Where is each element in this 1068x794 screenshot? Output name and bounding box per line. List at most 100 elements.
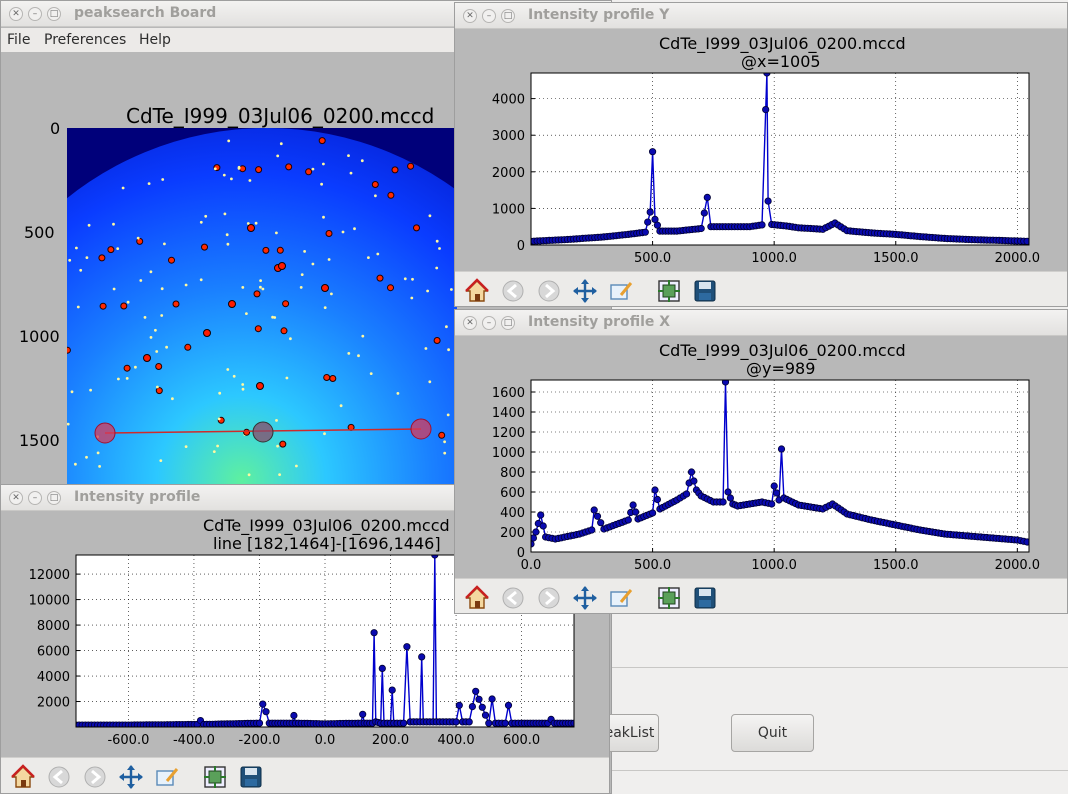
diffraction-spot bbox=[143, 354, 151, 362]
profile-window-title: Intensity profile bbox=[74, 489, 201, 505]
diffraction-spot bbox=[413, 224, 420, 232]
close-window-button[interactable]: ✕ bbox=[9, 7, 23, 21]
plot-frame bbox=[530, 379, 1030, 553]
plot-area bbox=[530, 72, 1030, 246]
diffraction-spot bbox=[271, 315, 274, 319]
line-start-handle[interactable] bbox=[94, 422, 116, 444]
profile-y-chart[interactable]: 500.0 1000.0 1500.0 2000.0 0 1000 2000 3000 4000 bbox=[455, 65, 1068, 270]
home-icon bbox=[463, 585, 491, 613]
close-window-button[interactable]: ✕ bbox=[463, 316, 477, 330]
diffraction-spot bbox=[204, 214, 208, 218]
save-button[interactable] bbox=[237, 763, 265, 791]
maximize-window-button[interactable]: □ bbox=[47, 491, 61, 505]
zoom-button[interactable] bbox=[607, 277, 635, 305]
maximize-window-button[interactable]: □ bbox=[47, 7, 61, 21]
x-tick-label: 2000.0 bbox=[995, 251, 1041, 266]
diffraction-spot bbox=[107, 246, 115, 254]
profile-x-chart[interactable]: 0.0 500.0 1000.0 1500.0 2000.0 0 200 400 600 800 1… bbox=[455, 372, 1068, 577]
menu-preferences[interactable]: Preferences bbox=[44, 32, 127, 48]
zoom-icon bbox=[153, 768, 181, 793]
diffraction-spot bbox=[159, 459, 163, 462]
diffraction-spot bbox=[285, 163, 293, 171]
diffraction-spot bbox=[126, 300, 130, 304]
subplots-button[interactable] bbox=[655, 584, 683, 612]
diffraction-spot bbox=[339, 404, 343, 408]
zoom-button[interactable] bbox=[153, 763, 181, 791]
x-tick-label: 0.0 bbox=[521, 558, 542, 573]
data-point bbox=[399, 719, 408, 727]
diffraction-spot bbox=[156, 385, 159, 389]
zoom-button[interactable] bbox=[607, 584, 635, 612]
x-tick-label: 1500.0 bbox=[873, 251, 919, 266]
x-tick-label: 500.0 bbox=[634, 558, 671, 573]
data-point bbox=[588, 526, 596, 534]
y-tick-label: 400 bbox=[500, 506, 525, 521]
diffraction-spot bbox=[117, 377, 120, 381]
diffraction-image[interactable] bbox=[67, 128, 457, 488]
line-mid-handle[interactable] bbox=[252, 421, 274, 443]
diffraction-spot bbox=[276, 246, 284, 254]
maximize-window-button[interactable]: □ bbox=[501, 316, 515, 330]
diffraction-spot bbox=[374, 194, 377, 198]
menu-help[interactable]: Help bbox=[139, 32, 171, 48]
pan-button[interactable] bbox=[571, 277, 599, 305]
diffraction-spot bbox=[323, 432, 326, 436]
quit-button[interactable]: Quit bbox=[731, 714, 814, 752]
diffraction-spot bbox=[217, 417, 221, 421]
home-button[interactable] bbox=[9, 763, 37, 791]
intensity-profile-y-window: ✕ – □ Intensity profile Y CdTe_I999_03Ju… bbox=[454, 2, 1068, 307]
x-tick-label: 200.0 bbox=[372, 733, 409, 748]
plot-frame bbox=[530, 72, 1030, 246]
back-button[interactable] bbox=[45, 763, 73, 791]
line-end-handle[interactable] bbox=[410, 418, 432, 440]
back-button[interactable] bbox=[499, 277, 527, 305]
subplots-button[interactable] bbox=[201, 763, 229, 791]
y-tick-label: 3000 bbox=[492, 129, 525, 144]
diffraction-spot bbox=[261, 287, 265, 291]
subplots-button[interactable] bbox=[655, 277, 683, 305]
home-button[interactable] bbox=[463, 584, 491, 612]
diffraction-spot bbox=[168, 256, 175, 264]
minimize-window-button[interactable]: – bbox=[28, 7, 42, 21]
pan-button[interactable] bbox=[117, 763, 145, 791]
diffraction-spot bbox=[226, 242, 230, 246]
data-point bbox=[255, 719, 264, 727]
diffraction-spot bbox=[262, 246, 270, 254]
diffraction-spot bbox=[327, 258, 331, 261]
x-tick-label: -400.0 bbox=[173, 733, 215, 748]
data-point bbox=[651, 486, 659, 494]
data-point bbox=[455, 701, 463, 709]
diffraction-spot bbox=[446, 413, 450, 417]
zoom-icon bbox=[607, 282, 635, 306]
pan-button[interactable] bbox=[571, 584, 599, 612]
chart-title: CdTe_I999_03Jul06_0200.mccd bbox=[659, 34, 906, 53]
forward-button[interactable] bbox=[535, 277, 563, 305]
home-button[interactable] bbox=[463, 277, 491, 305]
minimize-window-button[interactable]: – bbox=[28, 491, 42, 505]
data-point bbox=[624, 516, 632, 524]
back-button[interactable] bbox=[499, 584, 527, 612]
diffraction-spot bbox=[149, 270, 153, 274]
diffraction-spot bbox=[223, 212, 227, 216]
close-window-button[interactable]: ✕ bbox=[9, 491, 23, 505]
diffraction-spot bbox=[396, 392, 400, 395]
diffraction-spot bbox=[161, 178, 165, 181]
save-button[interactable] bbox=[691, 584, 719, 612]
maximize-window-button[interactable]: □ bbox=[501, 9, 515, 23]
diffraction-spot bbox=[89, 388, 92, 392]
forward-button[interactable] bbox=[535, 584, 563, 612]
menu-file[interactable]: File bbox=[7, 32, 31, 48]
data-point bbox=[418, 653, 426, 661]
diffraction-spot bbox=[160, 314, 164, 317]
forward-button[interactable] bbox=[81, 763, 109, 791]
close-window-button[interactable]: ✕ bbox=[463, 9, 477, 23]
save-button[interactable] bbox=[691, 277, 719, 305]
minimize-window-button[interactable]: – bbox=[482, 9, 496, 23]
data-point bbox=[724, 488, 732, 496]
diffraction-spot bbox=[320, 182, 323, 186]
y-tick-label: 0 bbox=[517, 239, 525, 254]
diffraction-spot bbox=[248, 179, 252, 182]
minimize-window-button[interactable]: – bbox=[482, 316, 496, 330]
profile-y-titlebar: ✕ – □ Intensity profile Y bbox=[455, 3, 1067, 29]
x-tick-label: -600.0 bbox=[107, 733, 149, 748]
